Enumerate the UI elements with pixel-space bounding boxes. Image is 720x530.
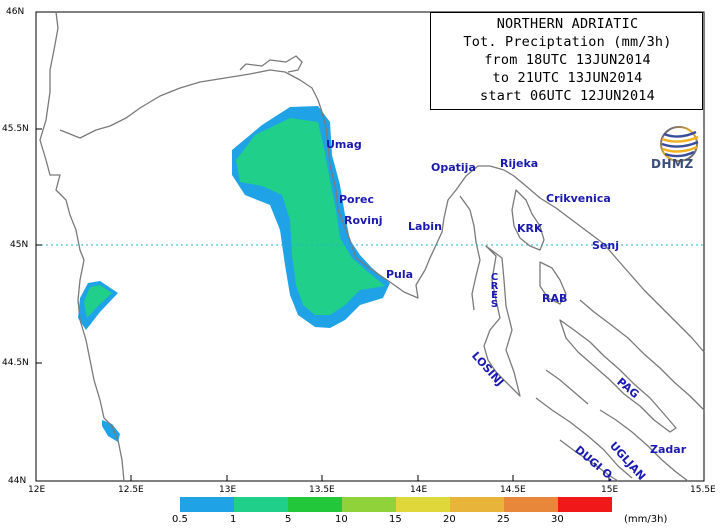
place-label-crikvenica: Crikvenica — [546, 192, 611, 205]
x-tick-12-5e: 12.5E — [118, 485, 144, 495]
y-tick-44n: 44N — [8, 476, 27, 486]
legend-swatch-2 — [288, 497, 342, 512]
x-tick-15-5e: 15.5E — [690, 485, 716, 495]
legend-swatch-0 — [180, 497, 234, 512]
legend-label-1: 1 — [230, 514, 237, 525]
place-label-labin: Labin — [408, 220, 442, 233]
dhmz-logo-text: DHMZ — [651, 157, 694, 171]
legend-label-0-5: 0.5 — [172, 514, 188, 525]
place-label-rovinj: Rovinj — [344, 214, 383, 227]
place-label-umag: Umag — [326, 138, 362, 151]
x-tick-15e: 15E — [601, 485, 619, 495]
title-line-from: from 18UTC 13JUN2014 — [484, 52, 651, 68]
legend-swatch-7 — [558, 497, 612, 512]
dhmz-logo-icon — [660, 126, 699, 162]
legend-swatch-3 — [342, 497, 396, 512]
place-label-senj: Senj — [592, 239, 619, 252]
y-tick-46n: 46N — [6, 7, 25, 17]
precip-0.5-1-area-south — [102, 420, 120, 442]
precip-1-5-area — [236, 118, 385, 315]
place-label-zadar: Zadar — [650, 443, 687, 456]
legend-label-5: 5 — [285, 514, 292, 525]
map-title-box: NORTHERN ADRIATIC Tot. Preciptation (mm/… — [430, 12, 703, 110]
x-tick-12e: 12E — [28, 485, 46, 495]
place-label-rijeka: Rijeka — [500, 157, 539, 170]
title-line-start: start 06UTC 12JUN2014 — [480, 88, 655, 104]
legend-unit: (mm/3h) — [624, 514, 668, 525]
legend-label-20: 20 — [443, 514, 456, 525]
place-label-pula: Pula — [386, 268, 414, 281]
place-label-porec: Porec — [339, 193, 375, 206]
legend-swatch-6 — [504, 497, 558, 512]
x-tick-14-5e: 14.5E — [500, 485, 526, 495]
axis-ticks — [35, 11, 705, 482]
coastline — [39, 11, 705, 482]
precip-1-5-area-po — [84, 285, 112, 318]
y-tick-45-5n: 45.5N — [2, 124, 29, 134]
legend-label-25: 25 — [497, 514, 510, 525]
x-tick-13e: 13E — [219, 485, 237, 495]
legend-swatch-4 — [396, 497, 450, 512]
x-tick-14e: 14E — [410, 485, 428, 495]
place-label-opatija: Opatija — [431, 161, 476, 174]
y-tick-44-5n: 44.5N — [2, 358, 29, 368]
y-tick-45n: 45N — [10, 240, 29, 250]
place-label-krk: KRK — [517, 222, 543, 235]
title-line-to: to 21UTC 13JUN2014 — [492, 70, 643, 86]
legend-swatch-1 — [234, 497, 288, 512]
precip-region-istria-west — [232, 106, 390, 328]
legend-label-15: 15 — [389, 514, 402, 525]
legend-label-10: 10 — [335, 514, 348, 525]
place-label-cres: CRES — [489, 272, 500, 308]
precip-region-po-delta — [78, 281, 120, 442]
legend-swatch-5 — [450, 497, 504, 512]
x-tick-13-5e: 13.5E — [309, 485, 335, 495]
title-line-variable: Tot. Preciptation (mm/3h) — [463, 34, 672, 50]
legend-label-30: 30 — [551, 514, 564, 525]
place-label-rab: RAB — [542, 292, 568, 305]
title-line-region: NORTHERN ADRIATIC — [496, 16, 639, 32]
legend-color-bar — [180, 497, 612, 512]
